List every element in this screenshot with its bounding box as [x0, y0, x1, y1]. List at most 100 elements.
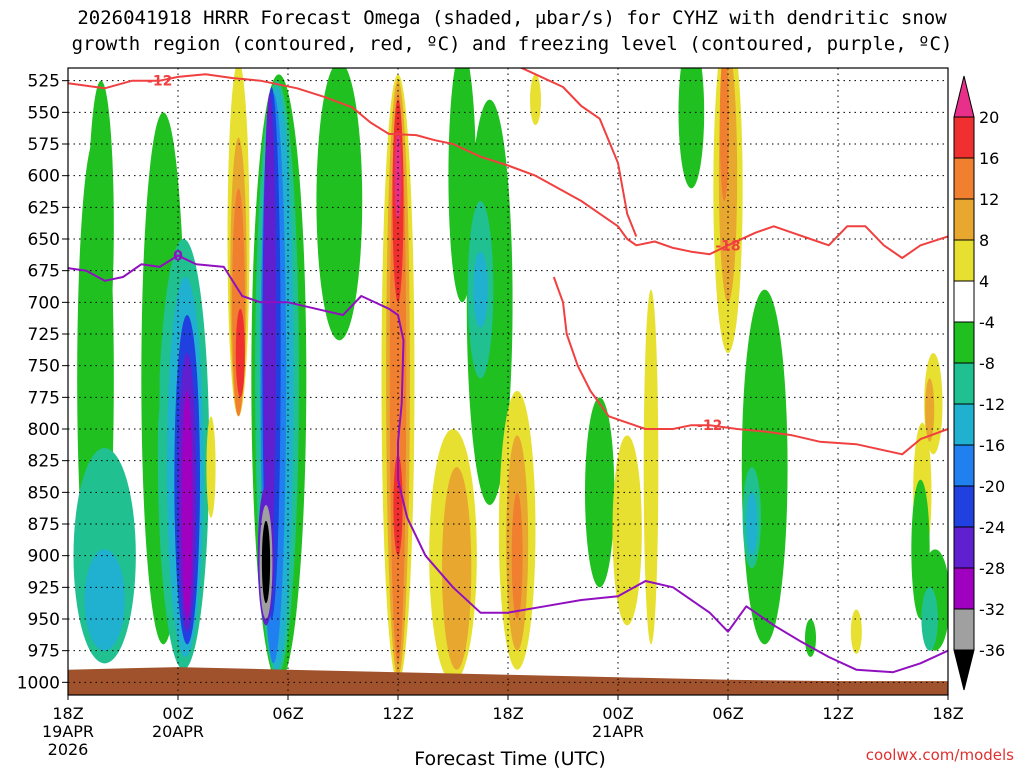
colorbar: 20 16 12 8 4 -4 -8 -12 -16 -20 -24 -28 -32 -36 — [953, 75, 1005, 691]
temperature-contours: -12 -18 -12 0 — [68, 68, 948, 674]
purple-contour-label-0: 0 — [173, 249, 183, 265]
y-tick-label-675: 675 — [28, 262, 60, 282]
x-tick-label-5: 00Z — [602, 704, 633, 723]
y-tick-label-925: 925 — [28, 578, 60, 598]
y-tick-label-550: 550 — [28, 103, 60, 123]
omega-region-55 — [921, 587, 938, 651]
colorbar-bin-10 — [953, 526, 975, 569]
colorbar-bin-8 — [953, 444, 975, 487]
x-tick-label-7: 12Z — [822, 704, 853, 723]
colorbar-label-11: -28 — [979, 559, 1005, 578]
omega-region-33 — [473, 251, 488, 328]
red-contour-label-0: -12 — [147, 74, 172, 90]
y-tick-label-850: 850 — [28, 483, 60, 503]
y-tick-label-825: 825 — [28, 452, 60, 472]
omega-region-40 — [612, 435, 642, 626]
omega-shading — [68, 68, 948, 695]
red-contour-label-3: -12 — [697, 418, 722, 434]
colorbar-label-3: 8 — [979, 231, 989, 250]
omega-region-35 — [442, 466, 472, 670]
y-axis: 525 550 575 600 625 650 675 700 725 750 775 800 825 8… — [17, 72, 68, 693]
y-tick-label-725: 725 — [28, 325, 60, 345]
omega-region-8 — [181, 391, 193, 619]
omega-region-57 — [850, 609, 862, 654]
x-tick-label-2: 06Z — [272, 704, 303, 723]
x-tick-year-0: 2026 — [48, 740, 89, 759]
colorbar-bin-6 — [953, 362, 975, 405]
colorbar-bin-7 — [953, 403, 975, 446]
colorbar-bin-3 — [953, 239, 975, 282]
red-contour-1 — [727, 225, 948, 259]
chart-title-line1: 2026041918 HRRR Forecast Omega (shaded, … — [77, 7, 947, 29]
x-tick-label-0: 18Z — [52, 704, 83, 723]
colorbar-label-2: 12 — [979, 190, 999, 209]
colorbar-label-4: 4 — [979, 272, 989, 291]
x-tick-label-3: 12Z — [382, 704, 413, 723]
omega-region-39 — [585, 397, 615, 588]
omega-region-52 — [925, 378, 935, 442]
y-tick-label-950: 950 — [28, 610, 60, 630]
omega-region-58 — [152, 353, 160, 429]
x-tick-date-0: 19APR — [42, 722, 94, 741]
y-tick-label-800: 800 — [28, 420, 60, 440]
omega-region-9 — [88, 80, 114, 372]
colorbar-bin-4 — [953, 280, 975, 323]
x-tick-label-8: 18Z — [932, 704, 963, 723]
x-tick-label-1: 00Z — [162, 704, 193, 723]
omega-region-45 — [719, 68, 729, 201]
y-tick-label-775: 775 — [28, 388, 60, 408]
omega-region-56 — [805, 619, 816, 657]
colorbar-label-8: -16 — [979, 436, 1005, 455]
colorbar-bottom-extend — [953, 649, 975, 691]
colorbar-bin-12 — [953, 608, 975, 651]
x-tick-label-6: 06Z — [712, 704, 743, 723]
y-tick-label-625: 625 — [28, 198, 60, 218]
red-contour-3 — [552, 276, 948, 456]
colorbar-label-7: -12 — [979, 395, 1005, 414]
x-tick-date-1: 20APR — [152, 722, 204, 741]
colorbar-bin-2 — [953, 198, 975, 241]
y-tick-label-975: 975 — [28, 642, 60, 662]
y-tick-label-875: 875 — [28, 515, 60, 535]
y-tick-label-700: 700 — [28, 293, 60, 313]
omega-region-13 — [235, 308, 245, 398]
colorbar-label-13: -36 — [979, 641, 1005, 660]
y-tick-label-1000: 1000 — [17, 673, 60, 693]
omega-region-23 — [316, 68, 363, 341]
red-contour-label-1: -18 — [715, 238, 740, 254]
omega-region-54 — [911, 479, 930, 619]
omega-region-48 — [746, 492, 758, 556]
omega-region-41 — [643, 289, 659, 645]
x-tick-label-4: 18Z — [492, 704, 523, 723]
omega-region-2 — [84, 549, 125, 651]
y-tick-label-650: 650 — [28, 230, 60, 250]
colorbar-label-6: -8 — [979, 354, 995, 373]
colorbar-label-5: -4 — [979, 313, 995, 332]
colorbar-label-1: 16 — [979, 149, 999, 168]
y-tick-label-750: 750 — [28, 357, 60, 377]
colorbar-bin-11 — [953, 567, 975, 610]
colorbar-bin-0 — [953, 116, 975, 159]
colorbar-bin-9 — [953, 485, 975, 528]
x-axis-label: Forecast Time (UTC) — [414, 748, 605, 768]
credit-text: coolwx.com/models — [866, 746, 1014, 764]
omega-region-38 — [511, 492, 523, 619]
colorbar-bin-5 — [953, 321, 975, 364]
chart-title-line2: growth region (contoured, red, ºC) and f… — [71, 33, 953, 55]
omega-region-49 — [530, 74, 541, 125]
y-tick-label-575: 575 — [28, 135, 60, 155]
colorbar-label-10: -24 — [979, 518, 1005, 537]
red-contour-2 — [519, 68, 638, 237]
grid-lines — [68, 68, 948, 695]
colorbar-top-extend — [953, 75, 975, 118]
omega-region-29 — [393, 454, 403, 556]
colorbar-bin-1 — [953, 157, 975, 200]
omega-region-42 — [678, 68, 705, 189]
red-contour-0 — [68, 73, 729, 256]
y-tick-label-600: 600 — [28, 167, 60, 187]
omega-region-22 — [261, 520, 271, 604]
colorbar-label-9: -20 — [979, 477, 1005, 496]
